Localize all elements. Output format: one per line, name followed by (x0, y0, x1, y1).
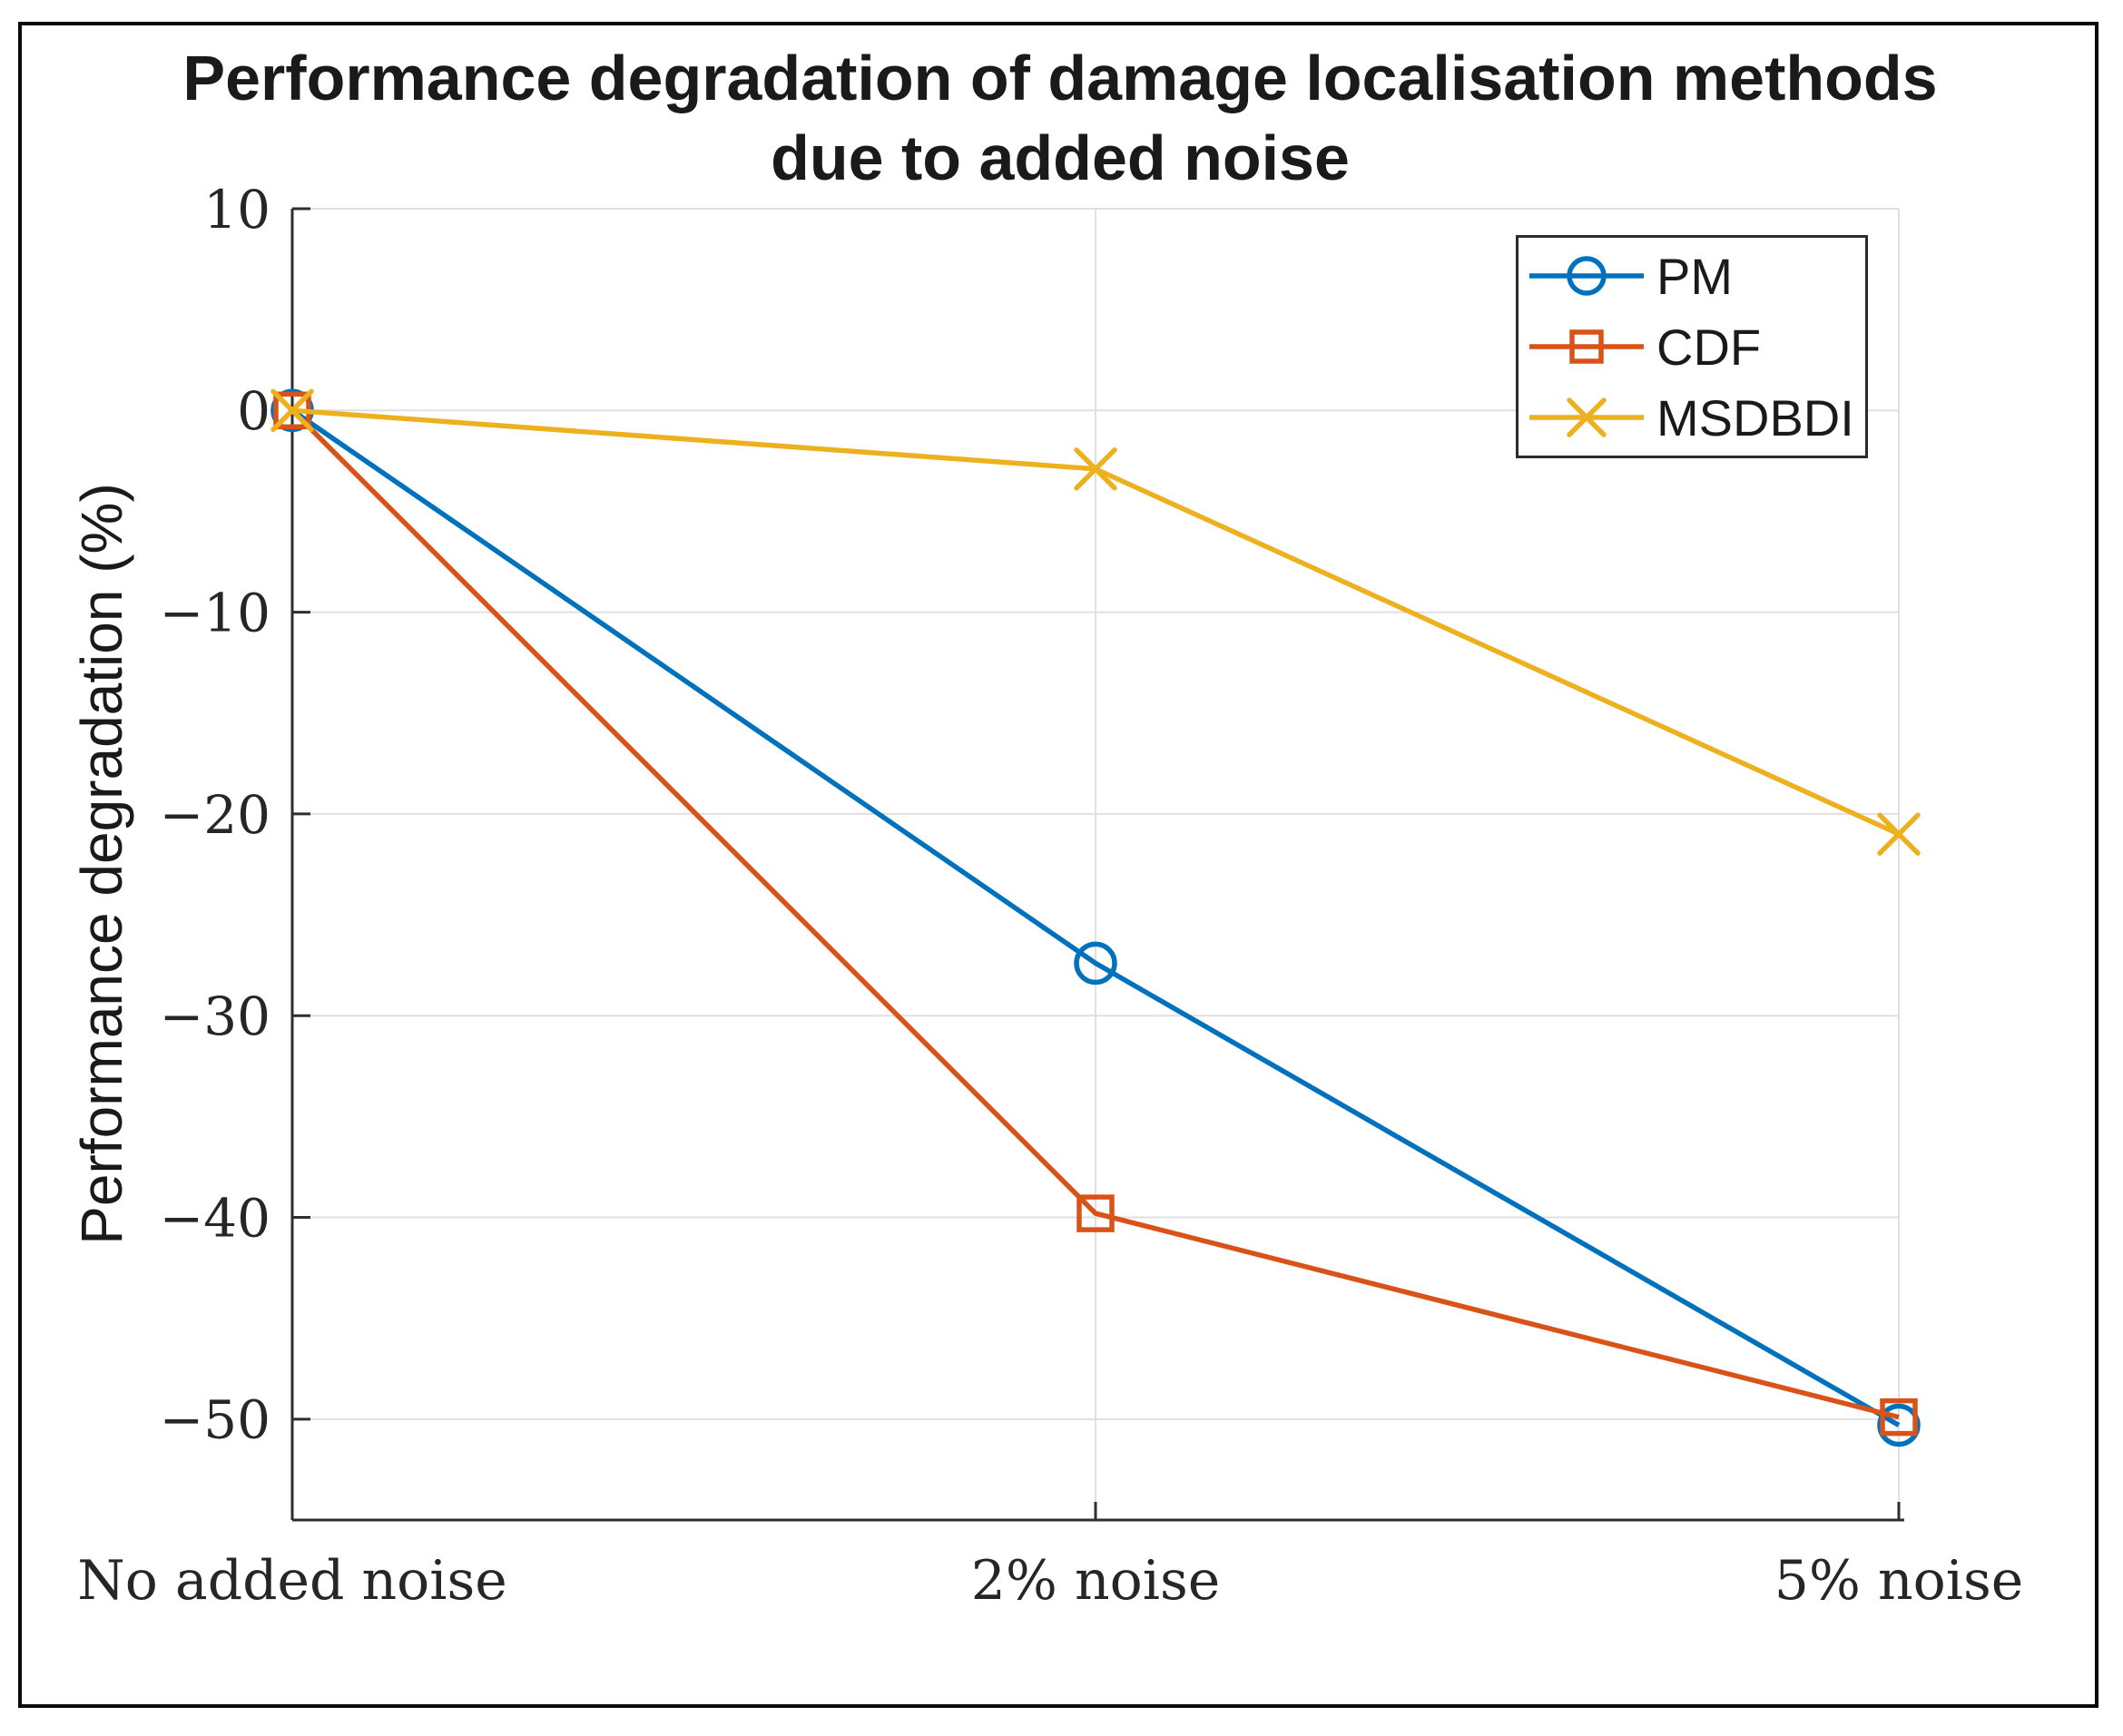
legend-swatch-marker (1567, 397, 1607, 437)
chart-title-line-2: due to added noise (771, 123, 1350, 194)
y-tick-label: −30 (160, 986, 270, 1047)
msdbdi-line-marker-icon (1529, 397, 1644, 437)
y-tick-label: 0 (237, 380, 270, 442)
y-tick-label: −50 (160, 1389, 270, 1451)
x-tick-label: No added noise (77, 1549, 507, 1613)
x-tick-label: 5% noise (1774, 1549, 2024, 1613)
legend-item-pm: PM (1529, 243, 1865, 309)
y-tick-label: −40 (160, 1187, 270, 1249)
series-line-pm (290, 408, 1901, 1427)
legend-item-cdf: CDF (1529, 314, 1865, 379)
legend-label-cdf: CDF (1656, 318, 1762, 376)
data-marker-msdbdi (270, 388, 314, 433)
y-tick-label: 10 (203, 179, 270, 240)
data-marker-pm (1877, 1403, 1921, 1447)
data-marker-cdf (1880, 1398, 1918, 1437)
legend-swatch-marker (1567, 256, 1607, 296)
data-marker-pm (1074, 941, 1117, 986)
y-tick-label: −10 (160, 582, 270, 643)
data-marker-msdbdi (1877, 812, 1921, 856)
data-marker-msdbdi (1074, 447, 1117, 491)
legend-label-msdbdi: MSDBDI (1656, 388, 1854, 446)
legend-swatch-marker (1569, 329, 1604, 364)
cdf-line-marker-icon (1529, 329, 1644, 364)
legend-label-pm: PM (1656, 247, 1733, 305)
pm-line-marker-icon (1529, 256, 1644, 296)
series-line-cdf (290, 408, 1900, 1420)
data-marker-cdf (1076, 1194, 1115, 1232)
x-tick-label: 2% noise (971, 1549, 1221, 1613)
legend-box: PM CDF MSDBDI (1516, 235, 1868, 458)
chart-title-line-1: Performance degradation of damage locali… (182, 43, 1938, 113)
y-tick-label: −20 (160, 784, 270, 846)
y-axis-label: Performance degradation (%) (69, 483, 134, 1245)
legend-item-msdbdi: MSDBDI (1529, 385, 1865, 450)
chart-title: Performance degradation of damage locali… (22, 38, 2098, 198)
